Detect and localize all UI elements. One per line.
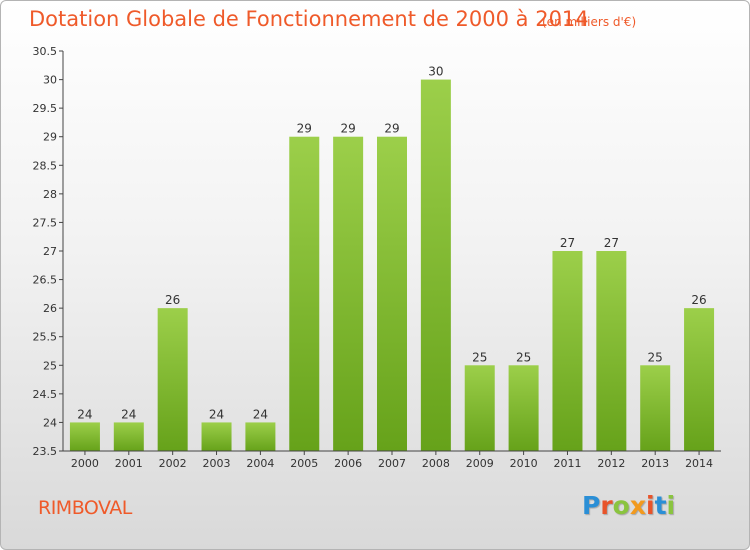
bar-value-label: 25 [648, 350, 663, 364]
bar-value-label: 30 [428, 65, 443, 79]
bar-value-label: 26 [691, 293, 706, 307]
x-tick-label: 2013 [641, 457, 669, 470]
bar-2013 [640, 365, 671, 451]
y-tick-label: 30 [43, 74, 57, 87]
x-tick-label: 2008 [422, 457, 450, 470]
logo-letter: i [646, 491, 655, 520]
bar-2011 [552, 251, 583, 451]
bar-value-label: 24 [77, 407, 92, 421]
x-tick-label: 2004 [246, 457, 274, 470]
bar-2012 [596, 251, 627, 451]
x-tick-label: 2005 [290, 457, 318, 470]
bar-value-label: 24 [253, 407, 268, 421]
bar-value-label: 26 [165, 293, 180, 307]
y-tick-label: 26.5 [33, 274, 58, 287]
commune-name: RIMBOVAL [38, 497, 132, 519]
bar-2002 [157, 308, 188, 451]
y-tick-label: 27 [43, 245, 57, 258]
bars: 24 24 26 24 24 29 29 29 30 25 25 27 27 25 26 [69, 65, 715, 452]
bar-2000 [69, 422, 100, 451]
y-tick-label: 24 [43, 416, 57, 429]
x-tick-label: 2011 [553, 457, 581, 470]
x-tick-label: 2014 [685, 457, 713, 470]
chart-subtitle: (en milliers d'€) [542, 15, 637, 29]
x-tick-label: 2001 [115, 457, 143, 470]
bar-value-label: 25 [516, 350, 531, 364]
bar-2010 [508, 365, 539, 451]
y-tick-label: 25.5 [33, 331, 58, 344]
bar-value-label: 27 [604, 236, 619, 250]
bar-value-label: 29 [297, 122, 312, 136]
logo-letter: i [666, 491, 676, 520]
bar-2009 [464, 365, 495, 451]
chart-title: Dotation Globale de Fonctionnement de 20… [29, 7, 589, 31]
y-tick-label: 23.5 [33, 445, 58, 458]
bar-value-label: 24 [209, 407, 224, 421]
x-tick-label: 2006 [334, 457, 362, 470]
x-tick-label: 2012 [597, 457, 625, 470]
x-tick-label: 2009 [466, 457, 494, 470]
bar-2007 [377, 136, 407, 451]
bar-2005 [289, 136, 320, 451]
x-tick-label: 2003 [203, 457, 231, 470]
y-tick-label: 30.5 [33, 45, 58, 58]
bar-2003 [201, 422, 232, 451]
y-tick-label: 25 [43, 359, 57, 372]
bar-2001 [113, 422, 144, 451]
x-tick-label: 2007 [378, 457, 406, 470]
bar-value-label: 24 [121, 407, 136, 421]
y-tick-label: 29.5 [33, 102, 58, 115]
y-axis: 23.5 24 24.5 25 25.5 26 26.5 27 27.5 28 28.5 29 29.5… [33, 45, 64, 458]
logo-letter: P [582, 491, 601, 520]
y-tick-label: 29 [43, 131, 57, 144]
logo-letter: t [654, 491, 667, 520]
y-tick-label: 26 [43, 302, 57, 315]
bar-value-label: 27 [560, 236, 575, 250]
y-tick-label: 28 [43, 188, 57, 201]
x-axis: 2000 2001 2002 2003 2004 2005 2006 2007 2008 2009… [63, 450, 721, 470]
bar-2004 [245, 422, 276, 451]
bar-2006 [333, 136, 364, 451]
bar-value-label: 25 [472, 350, 487, 364]
logo-letter: o [612, 491, 630, 520]
y-tick-label: 28.5 [33, 159, 58, 172]
y-tick-label: 27.5 [33, 216, 58, 229]
proxiti-logo: Proxiti [582, 491, 675, 520]
bar-value-label: 29 [340, 122, 355, 136]
logo-letter: x [629, 491, 646, 520]
bar-2008 [420, 79, 451, 452]
x-tick-label: 2000 [71, 457, 99, 470]
bar-value-label: 29 [384, 122, 399, 136]
x-tick-label: 2002 [159, 457, 187, 470]
x-tick-label: 2010 [510, 457, 538, 470]
logo-letter: r [600, 491, 613, 520]
bar-2014 [684, 308, 715, 451]
y-tick-label: 24.5 [33, 388, 58, 401]
